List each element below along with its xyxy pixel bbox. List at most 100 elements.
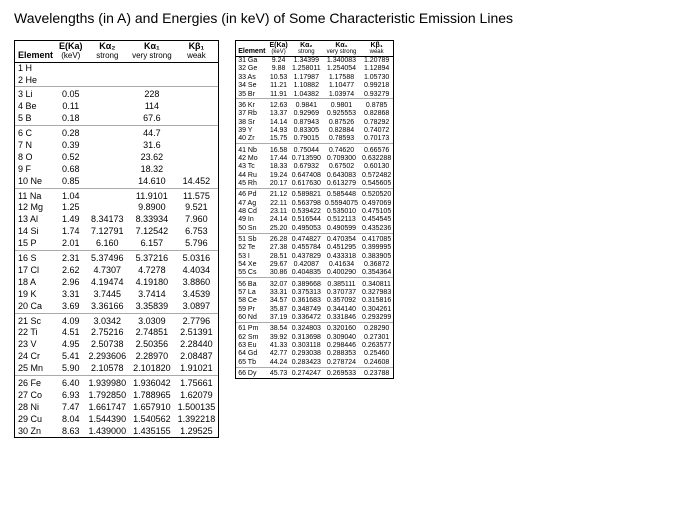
cell: 17 Cl [15, 265, 56, 277]
cell: 15 P [15, 238, 56, 250]
cell: 24.14 [267, 216, 289, 224]
cell: 0.278724 [323, 358, 360, 367]
cell [175, 152, 219, 164]
cell: 7.12791 [86, 226, 130, 238]
cell: 11 Na [15, 191, 56, 203]
table-row: 18 A2.964.194744.191803.8860 [15, 277, 218, 289]
cell: 34.57 [267, 297, 289, 305]
cell: 26.28 [267, 236, 289, 244]
cell: 3.4539 [175, 289, 219, 301]
cell: 3.8860 [175, 277, 219, 289]
cell: 23.62 [129, 152, 175, 164]
cell: 47 Ag [236, 199, 267, 207]
cell: 2 He [15, 75, 56, 87]
cell: 31 Ga [236, 56, 267, 65]
cell: 42.77 [267, 350, 289, 358]
cell: 1.657910 [129, 402, 175, 414]
cell: 0.36872 [360, 261, 393, 269]
cell: 0.05 [56, 89, 86, 101]
cell: 0.470354 [323, 236, 360, 244]
cell: 0.315816 [360, 297, 393, 305]
table-row: 32 Ge9.881.2580111.2540541.12894 [236, 65, 393, 73]
cell: 1.788965 [129, 390, 175, 402]
cell: 9.24 [267, 56, 289, 65]
cell: 1.500135 [175, 402, 219, 414]
cell: 14.452 [175, 176, 219, 188]
cell: 41.33 [267, 342, 289, 350]
cell: 9 F [15, 164, 56, 176]
cell: 0.647408 [290, 171, 323, 179]
table-row: 10 Ne0.8514.61014.452 [15, 176, 218, 188]
cell: 20 Ca [15, 301, 56, 313]
cell: 8.34173 [86, 214, 130, 226]
cell: 37.19 [267, 314, 289, 323]
table-row: 34 Se11.211.108821.104770.99218 [236, 82, 393, 90]
cell: 38 Sr [236, 118, 267, 126]
table-row: 57 La33.310.3753130.3707370.327983 [236, 289, 393, 297]
cell: 21 Sc [15, 316, 56, 328]
cell: 4.7307 [86, 265, 130, 277]
cell: 114 [129, 101, 175, 113]
table-row: 52 Te27.380.4557840.4512950.399995 [236, 244, 393, 252]
cell: 4.7278 [129, 265, 175, 277]
table-row: 53 I28.510.4378290.4333180.383905 [236, 252, 393, 260]
cell: 0.92969 [290, 110, 323, 118]
cell: 0.324803 [290, 325, 323, 333]
table-row: 54 Xe29.670.420870.416340.36872 [236, 261, 393, 269]
table-row: 17 Cl2.624.73074.72784.4034 [15, 265, 218, 277]
table-row: 4 Be0.11114 [15, 101, 218, 113]
cell: 0.9841 [290, 101, 323, 109]
table-row: 55 Cs30.860.4048350.4002900.354364 [236, 269, 393, 278]
cell: 0.344140 [323, 305, 360, 313]
cell: 38.54 [267, 325, 289, 333]
col-header: Kα₁very strong [323, 41, 360, 56]
cell: 0.82868 [360, 110, 393, 118]
cell: 35.87 [267, 305, 289, 313]
cell: 52 Te [236, 244, 267, 252]
cell: 41 Nb [236, 146, 267, 154]
cell: 0.298446 [323, 342, 360, 350]
cell: 2.50738 [86, 339, 130, 351]
cell: 0.437829 [290, 252, 323, 260]
cell [175, 75, 219, 87]
cell: 0.572482 [360, 171, 393, 179]
cell: 7 N [15, 140, 56, 152]
table-row: 64 Gd42.770.2930380.2883530.25460 [236, 350, 393, 358]
cell: 0.27301 [360, 333, 393, 341]
cell: 0.520520 [360, 191, 393, 199]
cell: 0.327983 [360, 289, 393, 297]
cell: 25 Mn [15, 363, 56, 375]
col-header: Element [15, 41, 56, 62]
table-row: 3 Li0.05228 [15, 89, 218, 101]
cell: 1.17987 [290, 73, 323, 81]
cell: 2.51391 [175, 327, 219, 339]
cell [175, 113, 219, 125]
table-row: 61 Pm38.540.3248030.3201600.28290 [236, 325, 393, 333]
cell: 67.6 [129, 113, 175, 125]
cell: 1.792850 [86, 390, 130, 402]
cell [86, 152, 130, 164]
table-row: 60 Nd37.190.3364720.3318460.293299 [236, 314, 393, 323]
cell: 0.8785 [360, 101, 393, 109]
cell: 34 Se [236, 82, 267, 90]
cell: 22 Ti [15, 327, 56, 339]
cell: 0.535010 [323, 207, 360, 215]
cell: 0.67502 [323, 163, 360, 171]
table-row: 49 In24.140.5165440.5121130.454545 [236, 216, 393, 224]
cell: 0.87943 [290, 118, 323, 126]
table-row: 65 Tb44.240.2834230.2787240.24608 [236, 358, 393, 367]
cell: 1.661747 [86, 402, 130, 414]
cell: 29.67 [267, 261, 289, 269]
cell: 5.37216 [129, 253, 175, 265]
cell: 12 Mg [15, 202, 56, 214]
cell: 13.37 [267, 110, 289, 118]
cell: 11.9101 [129, 191, 175, 203]
cell [175, 89, 219, 101]
cell: 18.32 [129, 164, 175, 176]
cell: 0.331846 [323, 314, 360, 323]
cell: 2.31 [56, 253, 86, 265]
table-row: 59 Pr35.870.3487490.3441400.304261 [236, 305, 393, 313]
table-row: 37 Rb13.370.929690.9255530.82868 [236, 110, 393, 118]
cell: 1.936042 [129, 378, 175, 390]
cell: 0.512113 [323, 216, 360, 224]
